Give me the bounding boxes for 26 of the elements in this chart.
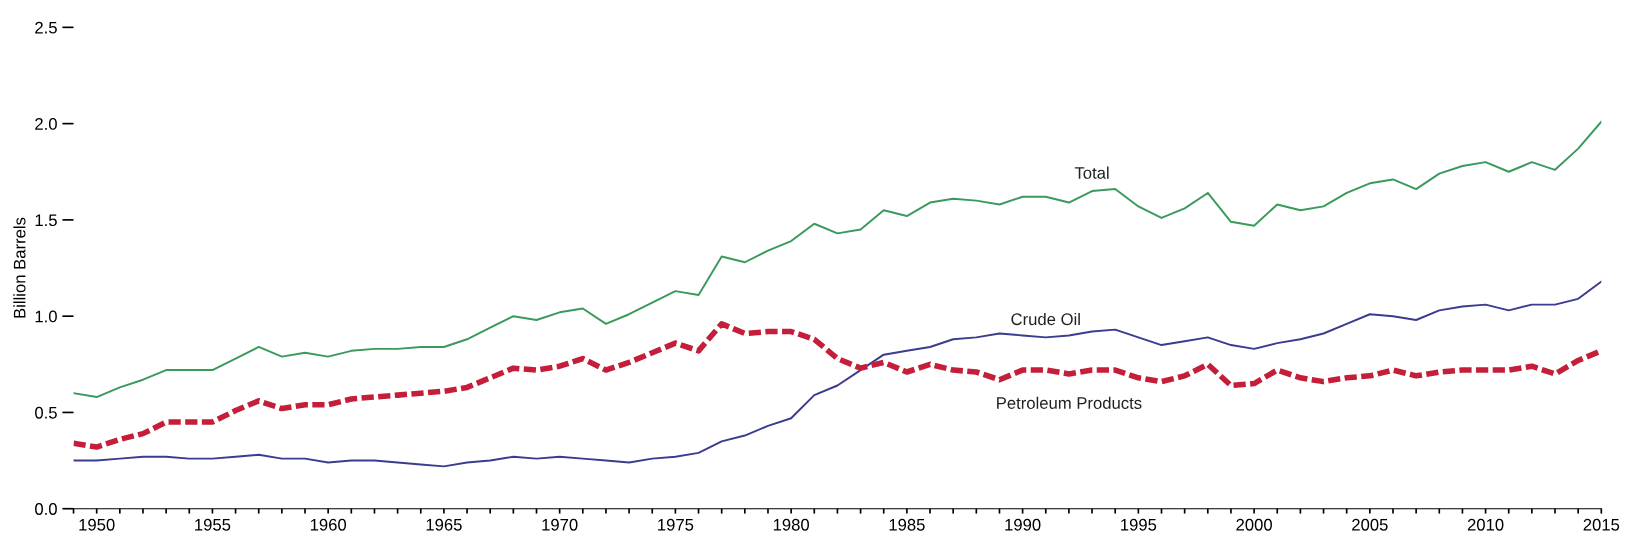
x-tick-label: 1960 bbox=[310, 518, 347, 531]
x-tick-label: 1975 bbox=[658, 518, 694, 531]
x-tick-label: 2000 bbox=[1236, 518, 1272, 531]
y-tick-label: 1.0 bbox=[35, 310, 57, 323]
series-label: Crude Oil bbox=[1011, 312, 1080, 326]
x-tick-label: 1980 bbox=[773, 518, 810, 531]
y-tick-label: 2.5 bbox=[35, 21, 57, 34]
x-tick-label: 1955 bbox=[195, 518, 231, 531]
x-tick-label: 1990 bbox=[1005, 518, 1041, 531]
x-tick-label: 1965 bbox=[426, 518, 462, 531]
y-tick-label: 0.5 bbox=[35, 406, 57, 419]
y-tick-label: 2.0 bbox=[35, 118, 57, 130]
x-tick-label: 2005 bbox=[1352, 518, 1388, 531]
series-label: Total bbox=[1074, 166, 1109, 179]
y-axis-title: Billion Barrels bbox=[13, 217, 26, 318]
x-tick-label: 1950 bbox=[79, 518, 115, 531]
line-series bbox=[73, 280, 1602, 468]
x-tick-label: 1985 bbox=[889, 518, 925, 531]
y-tick-label: 0.0 bbox=[35, 503, 57, 515]
series-label: Petroleum Products bbox=[997, 396, 1142, 409]
line-series bbox=[73, 120, 1602, 398]
y-tick-label: 1.5 bbox=[35, 214, 57, 227]
x-tick-label: 2015 bbox=[1583, 518, 1620, 531]
x-tick-label: 1970 bbox=[542, 518, 578, 531]
x-tick-label: 2010 bbox=[1467, 518, 1504, 531]
x-tick-label: 1995 bbox=[1121, 518, 1157, 531]
